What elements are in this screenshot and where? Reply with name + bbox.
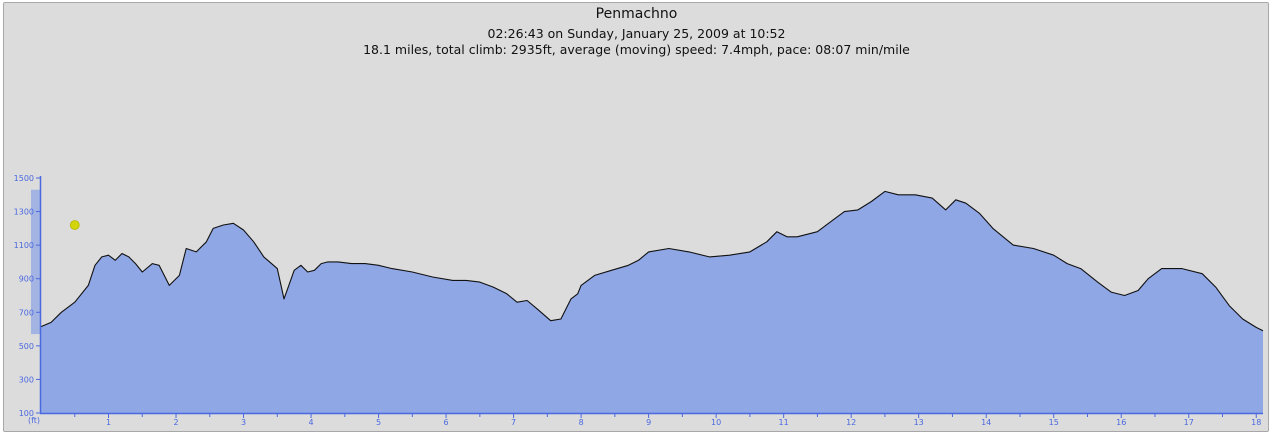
x-tick-label-14: 14 — [981, 418, 991, 427]
y-tick-label-300: 300 — [19, 375, 34, 384]
x-tick-label-5: 5 — [376, 418, 381, 427]
x-tick-label-1: 1 — [106, 418, 111, 427]
x-tick-label-16: 16 — [1116, 418, 1126, 427]
x-tick-label-6: 6 — [444, 418, 449, 427]
y-tick-label-900: 900 — [19, 275, 34, 284]
x-tick-label-8: 8 — [579, 418, 584, 427]
x-tick-label-12: 12 — [846, 418, 856, 427]
x-tick-label-3: 3 — [241, 418, 246, 427]
chart-subtitle: 02:26:43 on Sunday, January 25, 2009 at … — [487, 26, 786, 41]
x-tick-label-17: 17 — [1184, 418, 1194, 427]
x-tick-label-7: 7 — [511, 418, 516, 427]
y-tick-label-700: 700 — [19, 308, 34, 317]
x-tick-label-15: 15 — [1049, 418, 1059, 427]
y-tick-label-1500: 1500 — [14, 174, 34, 183]
y-unit-label: (ft) — [28, 416, 40, 425]
y-tick-label-1300: 1300 — [14, 208, 34, 217]
chart-stats: 18.1 miles, total climb: 2935ft, average… — [363, 42, 910, 57]
x-tick-label-18: 18 — [1251, 418, 1261, 427]
x-tick-label-4: 4 — [309, 418, 314, 427]
chart-title: Penmachno — [595, 6, 678, 22]
x-tick-label-13: 13 — [914, 418, 924, 427]
y-tick-label-1100: 1100 — [14, 241, 34, 250]
y-tick-label-500: 500 — [19, 342, 34, 351]
x-tick-label-2: 2 — [173, 418, 178, 427]
x-tick-label-11: 11 — [779, 418, 789, 427]
position-marker-dot — [69, 220, 80, 230]
elevation-line-series-0 — [40, 190, 1264, 332]
elevation-range-bar — [31, 189, 40, 335]
y-tick-label-100: 100 — [19, 409, 34, 418]
x-tick-label-10: 10 — [711, 418, 721, 427]
x-tick-label-9: 9 — [646, 418, 651, 427]
elevation-area-series-0 — [41, 191, 1263, 413]
